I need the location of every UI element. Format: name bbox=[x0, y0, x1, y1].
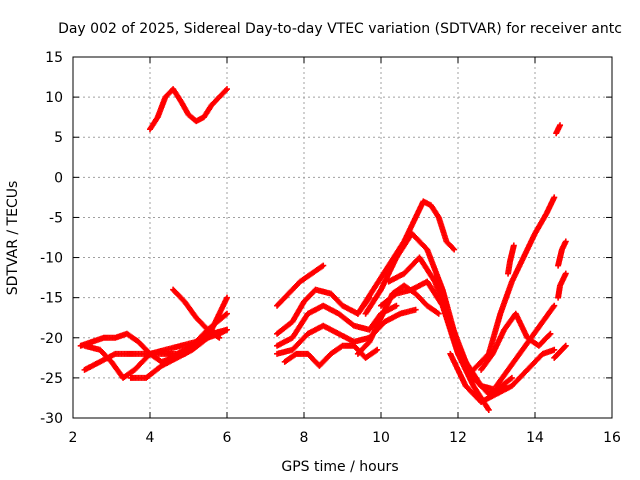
x-tick-label: 6 bbox=[223, 430, 232, 446]
data-point bbox=[562, 270, 569, 277]
x-tick-label: 16 bbox=[603, 430, 621, 446]
x-tick-label: 14 bbox=[526, 430, 544, 446]
x-tick-label: 4 bbox=[146, 430, 155, 446]
data-point bbox=[222, 87, 229, 94]
data-point bbox=[435, 310, 442, 317]
series-arc-18 bbox=[470, 194, 558, 373]
data-point bbox=[551, 346, 558, 353]
series-arc-16 bbox=[378, 278, 492, 413]
y-tick-label: -10 bbox=[40, 251, 63, 267]
series-arc-1 bbox=[147, 86, 230, 133]
data-point bbox=[551, 302, 558, 309]
plot-frame bbox=[72, 56, 613, 419]
x-tick-label: 2 bbox=[69, 430, 78, 446]
axis-ticks: 2 4 6 8 10 12 14 16 -30 -25 -20 -15 -10 -5 0 5 10 15 bbox=[40, 50, 621, 446]
data-point bbox=[216, 334, 223, 341]
y-axis-label: SDTVAR / TECUs bbox=[5, 181, 21, 296]
series-arc-9 bbox=[274, 302, 400, 349]
y-tick-label: 15 bbox=[45, 50, 63, 66]
series-arc-20 bbox=[493, 302, 558, 389]
data-point bbox=[551, 194, 558, 201]
y-tick-label: -5 bbox=[49, 210, 63, 226]
y-tick-label: -25 bbox=[40, 371, 63, 387]
data-point bbox=[546, 331, 553, 338]
data-point bbox=[412, 306, 419, 313]
y-tick-label: 10 bbox=[45, 90, 63, 106]
data-point bbox=[507, 375, 514, 382]
chart-title: Day 002 of 2025, Sidereal Day-to-day VTE… bbox=[58, 21, 622, 37]
data-point bbox=[224, 326, 230, 333]
data-point bbox=[510, 242, 517, 249]
data-points bbox=[77, 86, 569, 413]
data-point bbox=[562, 238, 569, 245]
series-arc-7 bbox=[274, 262, 327, 309]
x-tick-label: 8 bbox=[300, 430, 309, 446]
series-arc-6 bbox=[170, 286, 223, 341]
data-point bbox=[450, 245, 457, 252]
series-arc-22 bbox=[555, 270, 569, 301]
data-point bbox=[224, 86, 230, 93]
x-tick-label: 10 bbox=[372, 430, 390, 446]
data-point bbox=[547, 330, 554, 337]
series-arc-23 bbox=[555, 238, 569, 269]
series-arc-24 bbox=[553, 122, 564, 137]
y-tick-label: -30 bbox=[40, 411, 63, 427]
x-axis-label: GPS time / hours bbox=[281, 459, 398, 475]
data-point bbox=[562, 342, 569, 349]
y-tick-label: -20 bbox=[40, 331, 63, 347]
series-arc-17 bbox=[447, 346, 558, 405]
series-arc-25 bbox=[505, 242, 517, 277]
y-tick-label: 0 bbox=[54, 170, 63, 186]
y-tick-label: -15 bbox=[40, 291, 63, 307]
data-point bbox=[224, 294, 230, 301]
data-point bbox=[451, 246, 458, 253]
data-point bbox=[485, 406, 492, 413]
data-point bbox=[224, 310, 230, 317]
series-arc-21 bbox=[551, 342, 569, 361]
x-tick-label: 12 bbox=[449, 430, 467, 446]
data-point bbox=[393, 302, 400, 309]
y-tick-label: 5 bbox=[54, 130, 63, 146]
data-point bbox=[374, 346, 381, 353]
data-point bbox=[508, 374, 515, 381]
series-arc-4 bbox=[81, 310, 230, 373]
series-arc-11 bbox=[281, 342, 381, 369]
data-point bbox=[320, 262, 327, 269]
data-point bbox=[561, 343, 568, 350]
series-arc-8 bbox=[274, 286, 373, 337]
data-point bbox=[557, 122, 564, 129]
